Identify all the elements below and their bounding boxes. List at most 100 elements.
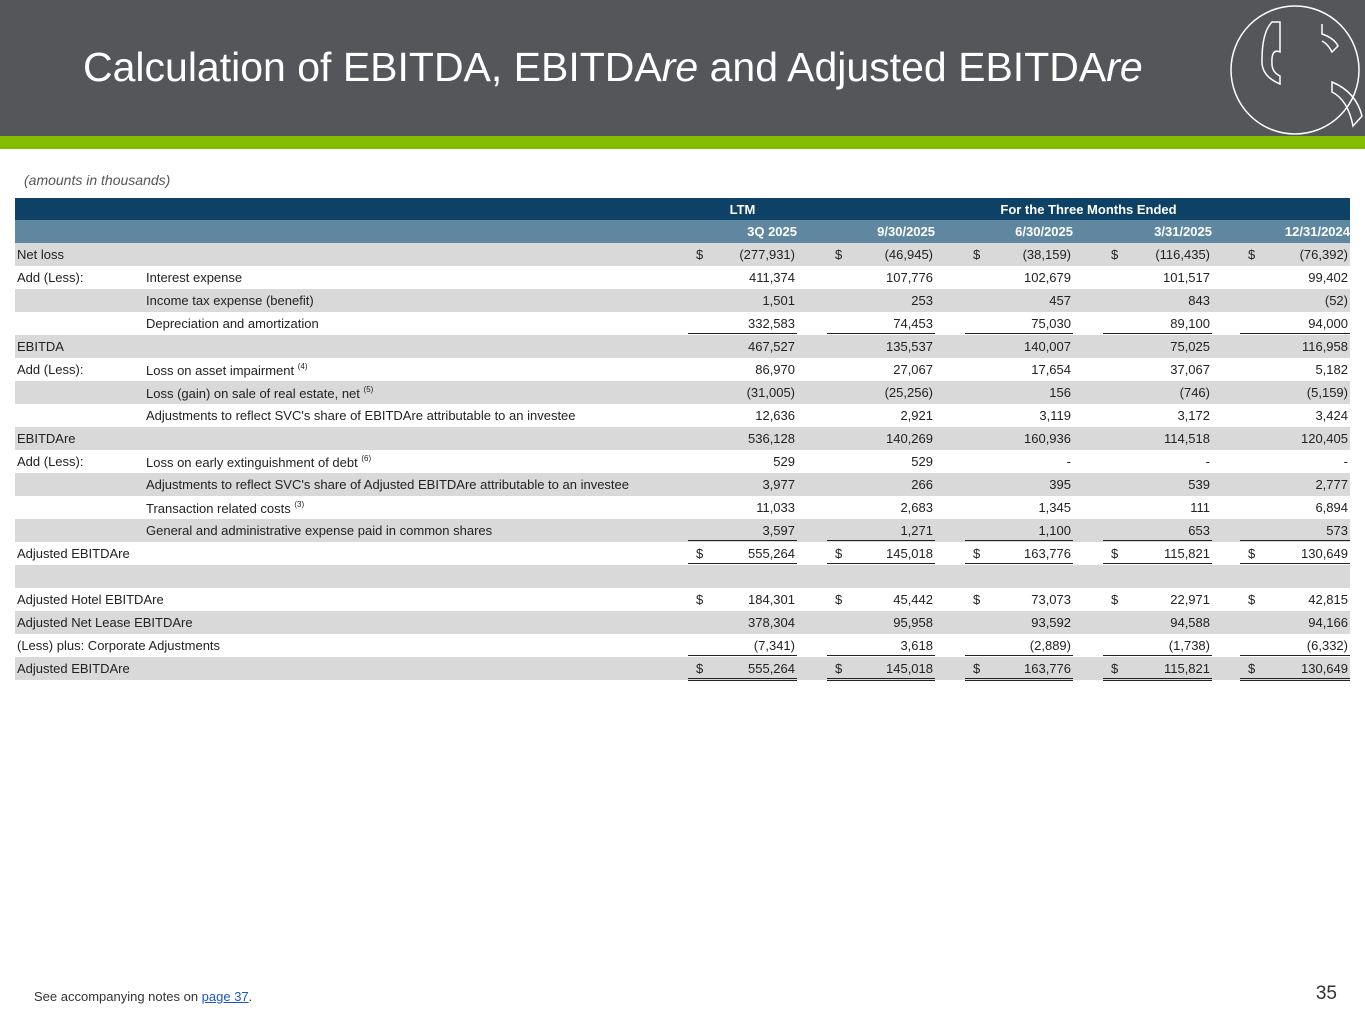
value: 1,271: [900, 523, 933, 538]
dollar-sign: $: [973, 661, 981, 676]
value: 11,033: [756, 500, 795, 515]
value: 457: [1049, 293, 1071, 308]
value: 94,588: [1170, 615, 1210, 630]
value-cell: 140,269: [827, 427, 935, 448]
row-label: (Less) plus: Corporate Adjustments: [17, 638, 221, 653]
value: 99,402: [1308, 270, 1348, 285]
value: 102,679: [1024, 270, 1071, 285]
page-link[interactable]: page 37: [201, 989, 249, 1004]
page-title: Calculation of EBITDA, EBITDAre and Adju…: [83, 44, 1143, 91]
dollar-sign: $: [1111, 592, 1119, 607]
value-cell: 74,453: [827, 312, 935, 334]
value: 6,894: [1315, 500, 1348, 515]
dollar-sign: $: [835, 592, 843, 607]
column-header: 3/31/2025: [1154, 224, 1212, 239]
value-cell: -: [1103, 450, 1212, 471]
footer-note: See accompanying notes on page 37.: [34, 989, 252, 1004]
value-cell: 111: [1103, 496, 1212, 517]
dollar-sign: $: [973, 592, 981, 607]
footer-text: .: [248, 989, 253, 1004]
value: 140,007: [1024, 339, 1071, 354]
row-sublabel-wrap: Loss on asset impairment (4): [146, 362, 308, 378]
table-row: Adjusted EBITDAre $555,264 $145,018 $163,77…: [15, 542, 1350, 566]
table-row: Adjusted Hotel EBITDAre $184,301 $45,442 $7…: [15, 588, 1350, 611]
value: 101,517: [1163, 270, 1210, 285]
row-sublabel-wrap: Transaction related costs (3): [146, 500, 304, 516]
row-label: Adjusted EBITDAre: [17, 546, 130, 561]
dollar-sign: $: [973, 247, 981, 262]
value: 266: [911, 477, 933, 492]
value-cell: (5,159): [1240, 381, 1350, 402]
dollar-sign: $: [696, 592, 704, 607]
dollar-sign: $: [835, 661, 843, 676]
value-cell: 140,007: [965, 335, 1073, 356]
value: (2,889): [1029, 638, 1071, 653]
value-cell: 114,518: [1103, 427, 1212, 448]
column-header: 6/30/2025: [1015, 224, 1073, 239]
value: 163,776: [1024, 546, 1071, 561]
footnote: (4): [298, 362, 308, 371]
table-row: EBITDAre 536,128 140,269 160,936 114,518 120,…: [15, 427, 1350, 450]
value: 3,977: [762, 477, 795, 492]
value-cell: $115,821: [1103, 657, 1212, 681]
dollar-sign: $: [1111, 546, 1119, 561]
value: 2,683: [900, 500, 933, 515]
value: (116,435): [1155, 247, 1210, 262]
value: 253: [911, 293, 933, 308]
value-cell: 37,067: [1103, 358, 1212, 379]
value: 3,172: [1177, 408, 1210, 423]
value-cell: [827, 565, 935, 586]
row-sublabel: Loss on early extinguishment of debt: [146, 455, 358, 470]
value: (5,159): [1306, 385, 1348, 400]
row-sublabel: Interest expense: [146, 270, 243, 285]
value-cell: 94,588: [1103, 611, 1212, 632]
value: (25,256): [884, 385, 933, 400]
value-cell: 135,537: [827, 335, 935, 356]
value-cell: 529: [827, 450, 935, 471]
value: 3,119: [1039, 408, 1071, 423]
value-cell: (31,005): [688, 381, 797, 402]
value: 843: [1188, 293, 1210, 308]
value-cell: 156: [965, 381, 1073, 402]
row-sublabel: Income tax expense (benefit): [146, 293, 314, 308]
value: 140,269: [886, 431, 933, 446]
row-label: Adjusted EBITDAre: [17, 661, 130, 676]
value: 114,518: [1163, 431, 1210, 446]
dollar-sign: $: [835, 546, 843, 561]
value-cell: 3,977: [688, 473, 797, 494]
value-cell: 94,166: [1240, 611, 1350, 632]
value: 411,374: [748, 270, 795, 285]
row-label: Adjusted Net Lease EBITDAre: [17, 615, 193, 630]
value: 45,442: [893, 592, 933, 607]
value-cell: 3,424: [1240, 404, 1350, 425]
value: 135,537: [886, 339, 933, 354]
value: 555,264: [748, 546, 795, 561]
value: 160,936: [1024, 431, 1071, 446]
value: 1,501: [762, 293, 795, 308]
value: 73,073: [1031, 592, 1071, 607]
value: -: [1343, 454, 1348, 469]
value-cell: 653: [1103, 519, 1212, 541]
amounts-note: (amounts in thousands): [24, 172, 171, 188]
value-cell: 3,172: [1103, 404, 1212, 425]
value-cell: 2,777: [1240, 473, 1350, 494]
value: 529: [773, 454, 795, 469]
value-cell: 1,271: [827, 519, 935, 541]
value: 17,654: [1031, 362, 1071, 377]
value-cell: 2,683: [827, 496, 935, 517]
value-cell: (1,738): [1103, 634, 1212, 656]
footnote-ref: (6): [361, 454, 372, 463]
value-cell: 3,597: [688, 519, 797, 541]
accent-bar: [0, 136, 1365, 149]
dollar-sign: $: [1248, 546, 1256, 561]
table-row: Depreciation and amortization 332,583 74,4…: [15, 312, 1350, 335]
value-cell: 12,636: [688, 404, 797, 425]
value: 94,166: [1308, 615, 1348, 630]
value: 2,921: [900, 408, 933, 423]
value-cell: 17,654: [965, 358, 1073, 379]
value: 94,000: [1308, 316, 1348, 331]
value: 74,453: [893, 316, 933, 331]
value-cell: 378,304: [688, 611, 797, 632]
value: 378,304: [748, 615, 795, 630]
value: 89,100: [1170, 316, 1210, 331]
